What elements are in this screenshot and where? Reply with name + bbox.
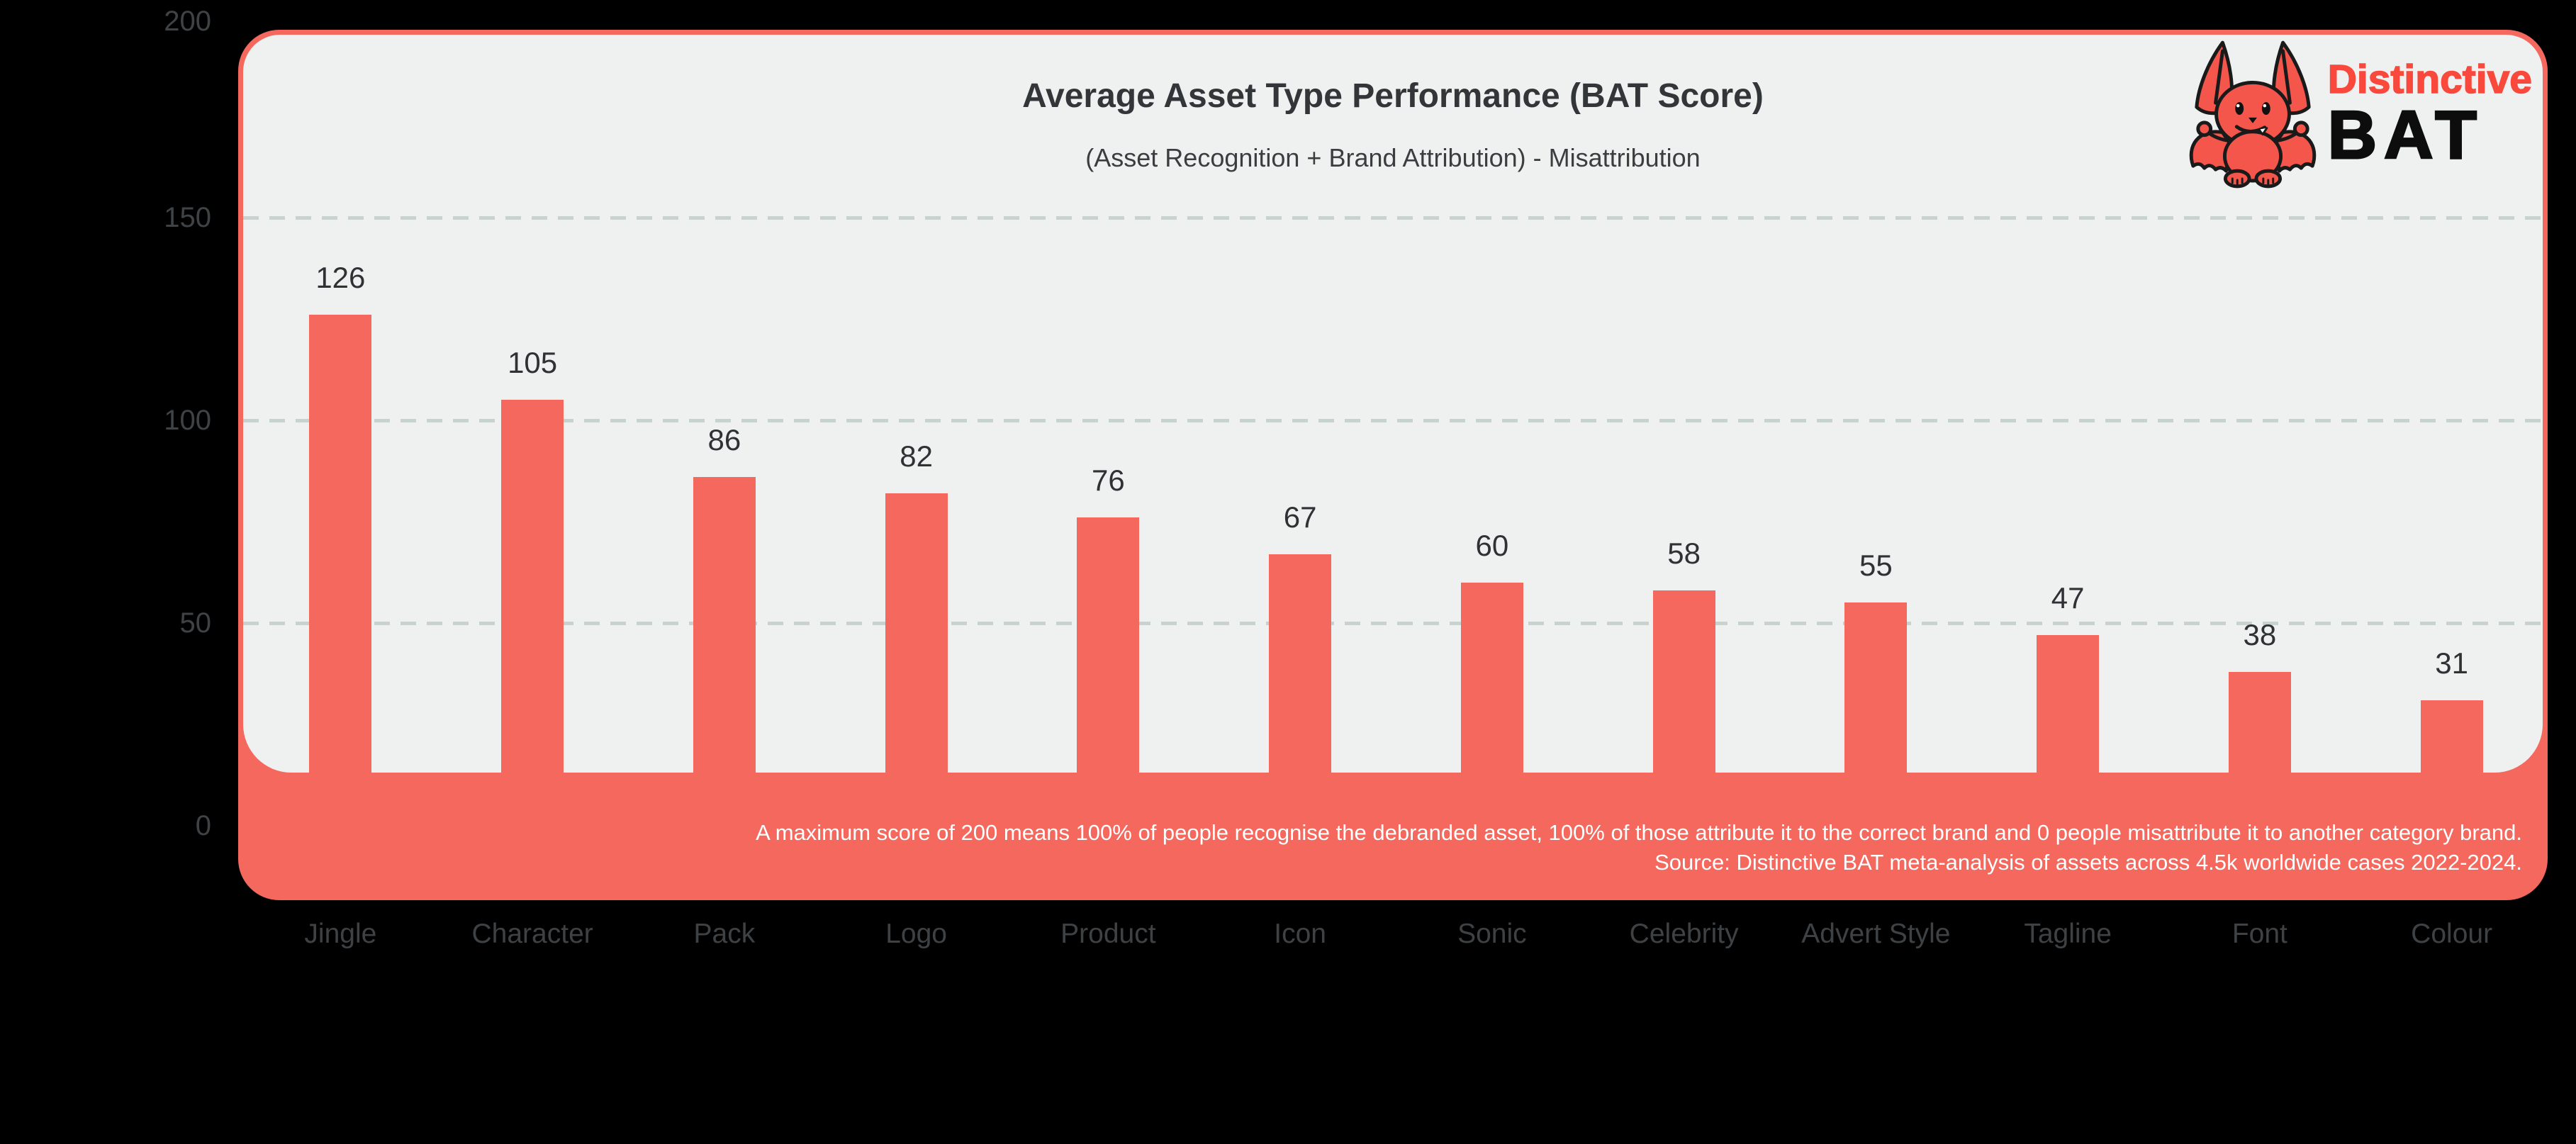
- bar-value-label: 82: [900, 439, 933, 473]
- bar-value-label: 47: [2051, 581, 2085, 615]
- x-axis-label: Tagline: [2024, 919, 2112, 949]
- chart-card: 126 105 86 82 76 67 60 58 55 47 38 31 Average Asset…: [238, 30, 2548, 900]
- gridline: [243, 418, 2543, 422]
- bar: [501, 400, 564, 820]
- bar: [2037, 635, 2100, 820]
- bat-mascot-icon: [2189, 40, 2317, 189]
- bar: [693, 477, 756, 820]
- bar-value-label: 38: [2243, 617, 2277, 651]
- y-axis-tick-label: 0: [195, 810, 211, 841]
- bar-value-label: 67: [1283, 500, 1317, 534]
- y-axis-tick-label: 200: [164, 6, 211, 37]
- bar: [1269, 554, 1332, 820]
- bar: [1652, 590, 1715, 820]
- bar-value-label: 55: [1859, 549, 1893, 583]
- bar: [1077, 517, 1140, 820]
- bar: [885, 493, 948, 820]
- gridline: [243, 215, 2543, 220]
- x-axis-label: Logo: [885, 919, 948, 949]
- x-axis-label: Sonic: [1457, 919, 1527, 949]
- x-axis-label: Pack: [693, 919, 756, 949]
- bar-value-label: 60: [1475, 528, 1509, 562]
- x-axis-label: Character: [471, 919, 593, 949]
- bar-value-label: 126: [315, 261, 366, 295]
- bar-value-label: 58: [1667, 537, 1701, 571]
- bar-value-label: 76: [1092, 464, 1125, 498]
- brand-name-distinctive: Distinctive: [2327, 57, 2533, 102]
- bar-value-label: 86: [707, 423, 741, 457]
- brand-name-bat: BAT: [2326, 97, 2484, 173]
- bar-value-label: 105: [508, 346, 558, 380]
- bar-value-label: 31: [2435, 646, 2468, 680]
- bar: [2228, 671, 2291, 820]
- x-axis-label: Product: [1060, 919, 1156, 949]
- x-axis-label: Celebrity: [1629, 919, 1739, 949]
- x-axis-label: Advert Style: [1801, 919, 1951, 949]
- x-axis-label: Icon: [1274, 919, 1326, 949]
- bar: [1844, 602, 1908, 820]
- x-axis-label: Font: [2231, 919, 2287, 949]
- gridline: [243, 621, 2543, 625]
- footnote-line1: A maximum score of 200 means 100% of peo…: [756, 820, 2522, 845]
- bar: [1460, 582, 1523, 820]
- y-axis-tick-label: 150: [164, 202, 211, 233]
- bar: [309, 315, 372, 820]
- footnote: A maximum score of 200 means 100% of peo…: [756, 818, 2522, 877]
- y-axis-tick-label: 100: [164, 405, 211, 436]
- chart-subtitle: (Asset Recognition + Brand Attribution) …: [1085, 143, 1701, 172]
- bar: [2420, 700, 2483, 820]
- x-axis-label: Jingle: [304, 919, 377, 949]
- footnote-line2: Source: Distinctive BAT meta-analysis of…: [1654, 850, 2522, 875]
- x-axis-label: Colour: [2411, 919, 2493, 949]
- plot-area: [243, 35, 2543, 773]
- y-axis-tick-label: 50: [179, 607, 212, 639]
- chart-title: Average Asset Type Performance (BAT Scor…: [1022, 77, 1764, 115]
- brand-logo: Distinctive BAT: [2186, 35, 2533, 190]
